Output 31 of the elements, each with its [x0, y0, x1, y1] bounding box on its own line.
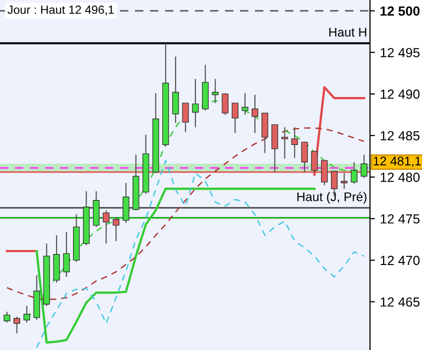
ref-line-label: Haut (J, Pré) — [297, 192, 366, 204]
candlestick — [212, 78, 219, 104]
candlestick — [112, 216, 120, 242]
candlestick — [14, 316, 20, 334]
ref-line-label: 12 481,1 — [374, 156, 421, 167]
line-series — [36, 160, 365, 348]
y-tick-label: 12 475 — [380, 214, 420, 224]
y-tick-label: 12 485 — [380, 131, 420, 140]
y-tick-label: 12 490 — [380, 90, 420, 99]
candlestick — [23, 305, 30, 324]
y-tick-label: 12 495 — [380, 48, 420, 58]
candlestick — [102, 210, 110, 244]
candlestick — [222, 92, 228, 116]
candlestick — [291, 126, 298, 159]
candlestick — [192, 78, 199, 128]
y-tick-label: 12 465 — [380, 297, 420, 307]
y-tick-label: 12 470 — [380, 256, 420, 266]
y-tick-label: 12 500 — [380, 6, 420, 16]
candlestick — [350, 162, 358, 184]
candlestick — [252, 94, 258, 134]
candlestick — [63, 231, 70, 278]
chart-title: Jour : Haut 12 496,1 — [8, 6, 114, 16]
y-tick-label: 12 480 — [380, 172, 420, 182]
candlestick — [172, 56, 179, 124]
candlestick — [182, 102, 189, 133]
candlestick — [242, 92, 248, 116]
candlestick — [360, 154, 368, 178]
line-series — [6, 127, 365, 300]
candlestick — [232, 102, 238, 134]
candlestick — [4, 311, 10, 324]
ref-line-label: Haut H — [329, 28, 366, 37]
